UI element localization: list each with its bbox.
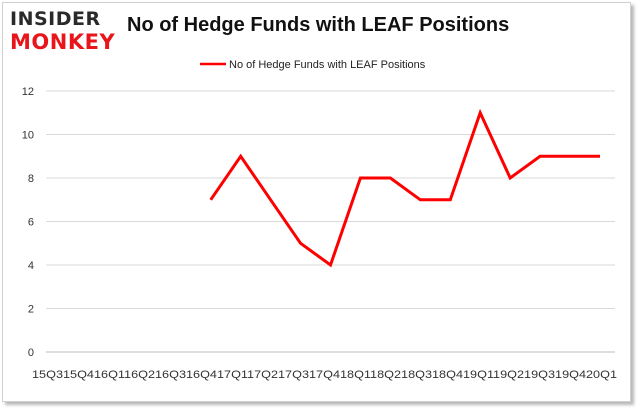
y-axis-ticks: 0 2 4 6 8 10 12 <box>22 86 34 359</box>
y-tick-label-0: 0 <box>28 347 34 359</box>
legend: No of Hedge Funds with LEAF Positions <box>200 59 426 71</box>
y-tick-label-10: 10 <box>22 130 34 142</box>
x-axis-tick-labels: 15Q315Q416Q116Q216Q316Q417Q117Q217Q317Q4… <box>32 369 617 381</box>
series-line-0 <box>209 108 600 268</box>
y-tick-label-12: 12 <box>22 86 34 98</box>
y-tick-label-6: 6 <box>28 217 34 229</box>
insider-monkey-logo: INSIDER MONKEY <box>10 9 118 55</box>
chart-title: No of Hedge Funds with LEAF Positions <box>127 14 510 36</box>
y-tick-label-4: 4 <box>28 260 34 272</box>
logo-text-monkey: MONKEY <box>10 30 116 54</box>
legend-label: No of Hedge Funds with LEAF Positions <box>229 59 426 71</box>
y-tick-label-2: 2 <box>28 304 34 316</box>
logo-text-insider: INSIDER <box>10 8 101 30</box>
y-tick-label-8: 8 <box>28 173 34 185</box>
series-layer <box>209 108 601 268</box>
chart-frame <box>2 2 631 402</box>
gridlines <box>46 90 615 309</box>
